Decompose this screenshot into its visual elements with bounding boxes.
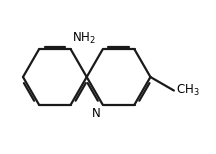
Text: CH$_3$: CH$_3$ [176, 83, 200, 98]
Text: NH$_2$: NH$_2$ [72, 30, 96, 46]
Text: N: N [92, 107, 101, 120]
